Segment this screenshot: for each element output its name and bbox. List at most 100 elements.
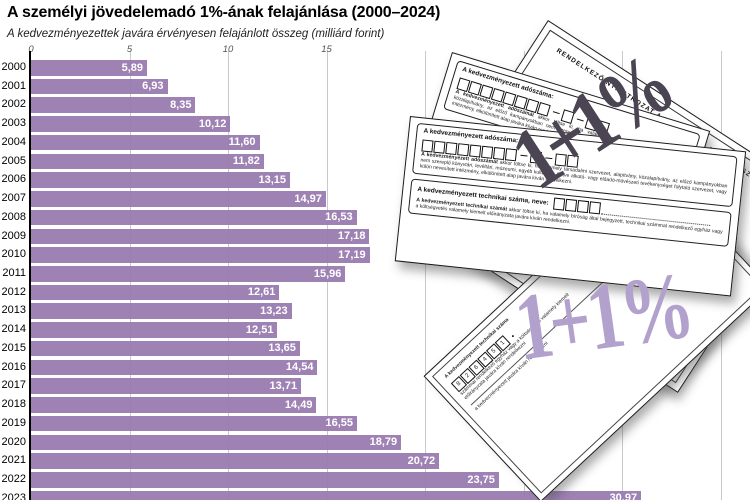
bar-row-2009: 2009 17,18	[0, 228, 750, 245]
value-bar: 13,23	[31, 303, 292, 319]
year-label: 2008	[1, 210, 26, 223]
year-label: 2006	[1, 173, 26, 186]
bar-row-2002: 2002 8,35	[0, 97, 750, 113]
year-label: 2019	[1, 416, 26, 429]
bar-row-2005: 2005 11,82	[0, 153, 750, 170]
value-bar: 16,55	[31, 415, 358, 432]
year-label: 2007	[1, 192, 26, 205]
value-label: 20,72	[407, 454, 436, 467]
value-bar: 12,51	[31, 322, 278, 338]
tick-label-15: 15	[321, 44, 332, 55]
value-label: 16,55	[325, 417, 354, 430]
checkbox-cell	[421, 139, 434, 153]
year-label: 2002	[1, 98, 26, 111]
value-label: 16,53	[325, 211, 353, 224]
bar-row-2003: 2003 10,12	[0, 116, 750, 132]
value-bar: 11,60	[31, 134, 260, 151]
value-bar: 23,75	[31, 472, 499, 488]
value-bar: 6,93	[31, 78, 168, 95]
value-label: 5,89	[121, 61, 144, 74]
tick-label-10: 10	[222, 44, 234, 55]
value-label: 8,35	[170, 98, 192, 111]
year-label: 2011	[2, 267, 26, 280]
value-bar: 14,97	[31, 191, 326, 207]
value-bar: 17,19	[31, 247, 370, 263]
bar-row-2012: 2012 12,61	[0, 284, 750, 301]
value-label: 13,71	[269, 379, 298, 392]
bar-row-2021: 2021 20,72	[0, 453, 750, 469]
value-bar: 8,35	[31, 97, 196, 113]
value-bar: 16,53	[31, 209, 357, 226]
year-label: 2020	[1, 435, 26, 448]
year-label: 2021	[1, 454, 26, 467]
gridline-20	[425, 51, 426, 500]
value-bar: 14,54	[31, 359, 318, 376]
year-label: 2013	[1, 304, 26, 317]
year-label: 2010	[1, 248, 26, 261]
value-bar: 13,65	[31, 340, 300, 357]
value-label: 14,54	[285, 361, 314, 374]
bar-row-2022: 2022 23,75	[0, 472, 750, 488]
value-label: 11,60	[228, 136, 256, 149]
value-label: 13,65	[268, 342, 296, 355]
value-label: 14,97	[294, 192, 322, 205]
bar-row-2015: 2015 13,65	[0, 340, 750, 357]
bar-row-2019: 2019 16,55	[0, 415, 750, 432]
bar-row-2008: 2008 16,53	[0, 209, 750, 226]
year-label: 2004	[1, 135, 26, 148]
year-label: 2018	[1, 398, 26, 411]
bar-row-2020: 2020 18,79	[0, 434, 750, 451]
chart-subtitle: A kedvezményezettek javára érvényesen fe…	[7, 28, 385, 40]
value-label: 13,23	[260, 304, 288, 317]
bar-row-2011: 2011 15,96	[0, 266, 750, 282]
value-label: 17,19	[338, 248, 366, 261]
value-bar: 11,82	[31, 153, 264, 170]
value-label: 30,97	[609, 492, 638, 500]
bar-row-2023: 2023 30,97	[0, 490, 750, 500]
bar-row-2010: 2010 17,19	[0, 247, 750, 263]
bar-row-2013: 2013 13,23	[0, 303, 750, 319]
year-label: 2017	[1, 379, 26, 392]
year-label: 2014	[1, 323, 26, 336]
year-label: 2005	[1, 154, 26, 167]
bar-row-2017: 2017 13,71	[0, 378, 750, 394]
bar-row-2001: 2001 6,93	[0, 78, 750, 95]
year-label: 2001	[1, 79, 26, 92]
value-label: 17,18	[337, 230, 366, 243]
bar-row-2006: 2006 13,15	[0, 172, 750, 188]
value-label: 15,96	[313, 267, 342, 280]
value-label: 10,12	[198, 117, 227, 130]
value-label: 23,75	[467, 473, 495, 486]
value-label: 18,79	[369, 436, 398, 449]
bar-row-2016: 2016 14,54	[0, 359, 750, 376]
value-bar: 30,97	[31, 490, 642, 500]
year-label: 2015	[1, 341, 26, 354]
bar-row-2018: 2018 14,49	[0, 397, 750, 413]
year-label: 2022	[1, 473, 26, 486]
value-bar: 5,89	[31, 60, 148, 76]
bar-row-2004: 2004 11,60	[0, 134, 750, 151]
value-bar: 13,71	[31, 378, 302, 394]
value-bar: 18,79	[31, 434, 402, 451]
y-axis-line	[29, 51, 32, 500]
page-title: A személyi jövedelemadó 1%-ának felajánl…	[7, 4, 441, 21]
year-label: 2016	[1, 360, 26, 373]
bar-row-2014: 2014 12,51	[0, 322, 750, 338]
bar-row-2000: 2000 5,89	[0, 60, 750, 76]
year-label: 2003	[1, 117, 26, 130]
value-bar: 14,49	[31, 397, 317, 413]
value-bar: 10,12	[31, 116, 231, 132]
value-bar: 15,96	[31, 266, 346, 282]
year-label: 2023	[1, 491, 26, 500]
value-label: 12,61	[247, 286, 276, 299]
value-label: 11,82	[232, 155, 260, 168]
value-label: 13,15	[258, 173, 287, 186]
value-label: 6,93	[142, 80, 164, 93]
year-label: 2009	[1, 229, 26, 242]
value-bar: 13,15	[31, 172, 291, 188]
value-label: 12,51	[245, 323, 274, 336]
value-bar: 20,72	[31, 453, 440, 469]
tick-label-0: 0	[28, 44, 34, 55]
value-bar: 17,18	[31, 228, 370, 245]
